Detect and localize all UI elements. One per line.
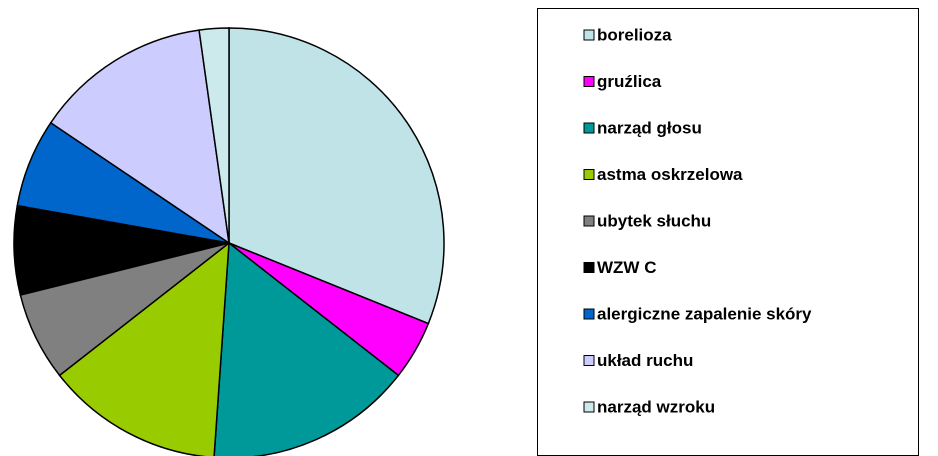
legend-swatch [583, 76, 595, 87]
legend-label: gruźlica [597, 72, 662, 91]
legend-label: astma oskrzelowa [597, 165, 743, 184]
legend-box [537, 8, 919, 456]
legend-label: narząd głosu [597, 118, 702, 137]
legend-label: narząd wzroku [597, 397, 715, 416]
legend-swatch [583, 401, 595, 413]
pie-slice [213, 241, 400, 456]
pie-slice [228, 27, 445, 325]
legend-swatch [583, 308, 595, 320]
legend-swatch [583, 122, 595, 134]
legend-label: układ ruchu [597, 351, 693, 370]
legend-label: WZW C [597, 258, 656, 277]
legend-swatch [583, 262, 595, 273]
legend-swatch [583, 215, 595, 227]
legend-label: borelioza [597, 25, 672, 44]
legend-label: ubytek słuchu [597, 211, 711, 230]
legend-swatch [583, 29, 595, 41]
legend-label: alergiczne zapalenie skóry [597, 304, 812, 323]
legend-swatch [583, 169, 595, 180]
legend-swatch [583, 355, 595, 366]
pie-slice [198, 27, 230, 244]
pie-slice [49, 29, 230, 245]
